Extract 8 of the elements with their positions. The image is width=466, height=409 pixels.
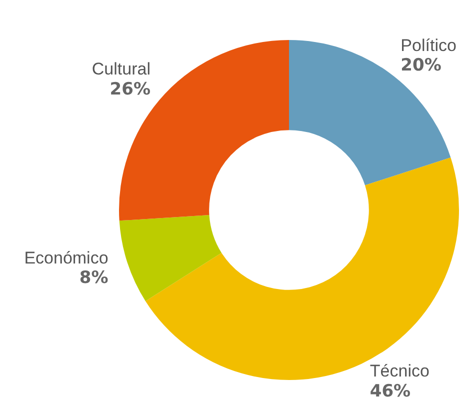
slice-label: Cultural	[92, 60, 150, 79]
slice-label: Político	[400, 36, 456, 55]
data-label: 26%	[110, 79, 150, 100]
data-label: 46%	[370, 381, 411, 402]
slice-label: Económico	[24, 248, 108, 268]
data-label: 8%	[79, 268, 108, 288]
data-label: 20%	[400, 56, 442, 76]
slice-label: Técnico	[370, 362, 430, 381]
